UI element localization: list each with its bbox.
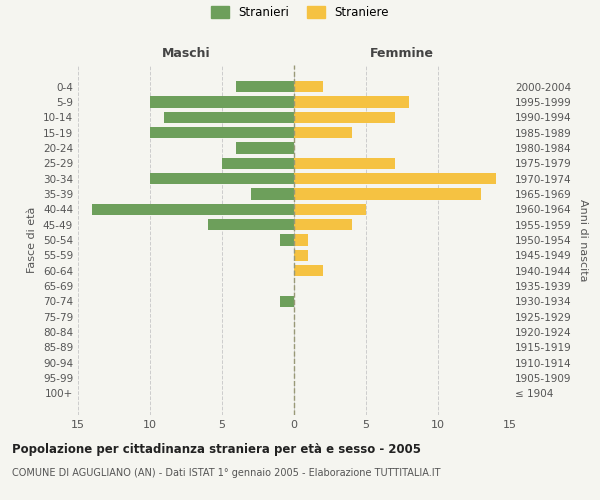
Bar [294,81,323,92]
Bar [294,219,352,230]
Bar [294,188,481,200]
Bar [236,81,294,92]
Text: COMUNE DI AGUGLIANO (AN) - Dati ISTAT 1° gennaio 2005 - Elaborazione TUTTITALIA.: COMUNE DI AGUGLIANO (AN) - Dati ISTAT 1°… [12,468,440,477]
Bar [294,127,352,138]
Legend: Stranieri, Straniere: Stranieri, Straniere [211,6,389,19]
Bar [294,96,409,108]
Y-axis label: Fasce di età: Fasce di età [28,207,37,273]
Bar [150,96,294,108]
Bar [222,158,294,169]
Bar [236,142,294,154]
Bar [294,112,395,123]
Bar [294,158,395,169]
Bar [150,173,294,184]
Bar [294,173,496,184]
Bar [92,204,294,215]
Text: Maschi: Maschi [161,47,211,60]
Bar [294,234,308,246]
Bar [280,234,294,246]
Bar [208,219,294,230]
Text: Femmine: Femmine [370,47,434,60]
Bar [294,265,323,276]
Bar [164,112,294,123]
Bar [280,296,294,307]
Bar [294,250,308,261]
Bar [150,127,294,138]
Text: Popolazione per cittadinanza straniera per età e sesso - 2005: Popolazione per cittadinanza straniera p… [12,442,421,456]
Y-axis label: Anni di nascita: Anni di nascita [578,198,588,281]
Bar [294,204,366,215]
Bar [251,188,294,200]
